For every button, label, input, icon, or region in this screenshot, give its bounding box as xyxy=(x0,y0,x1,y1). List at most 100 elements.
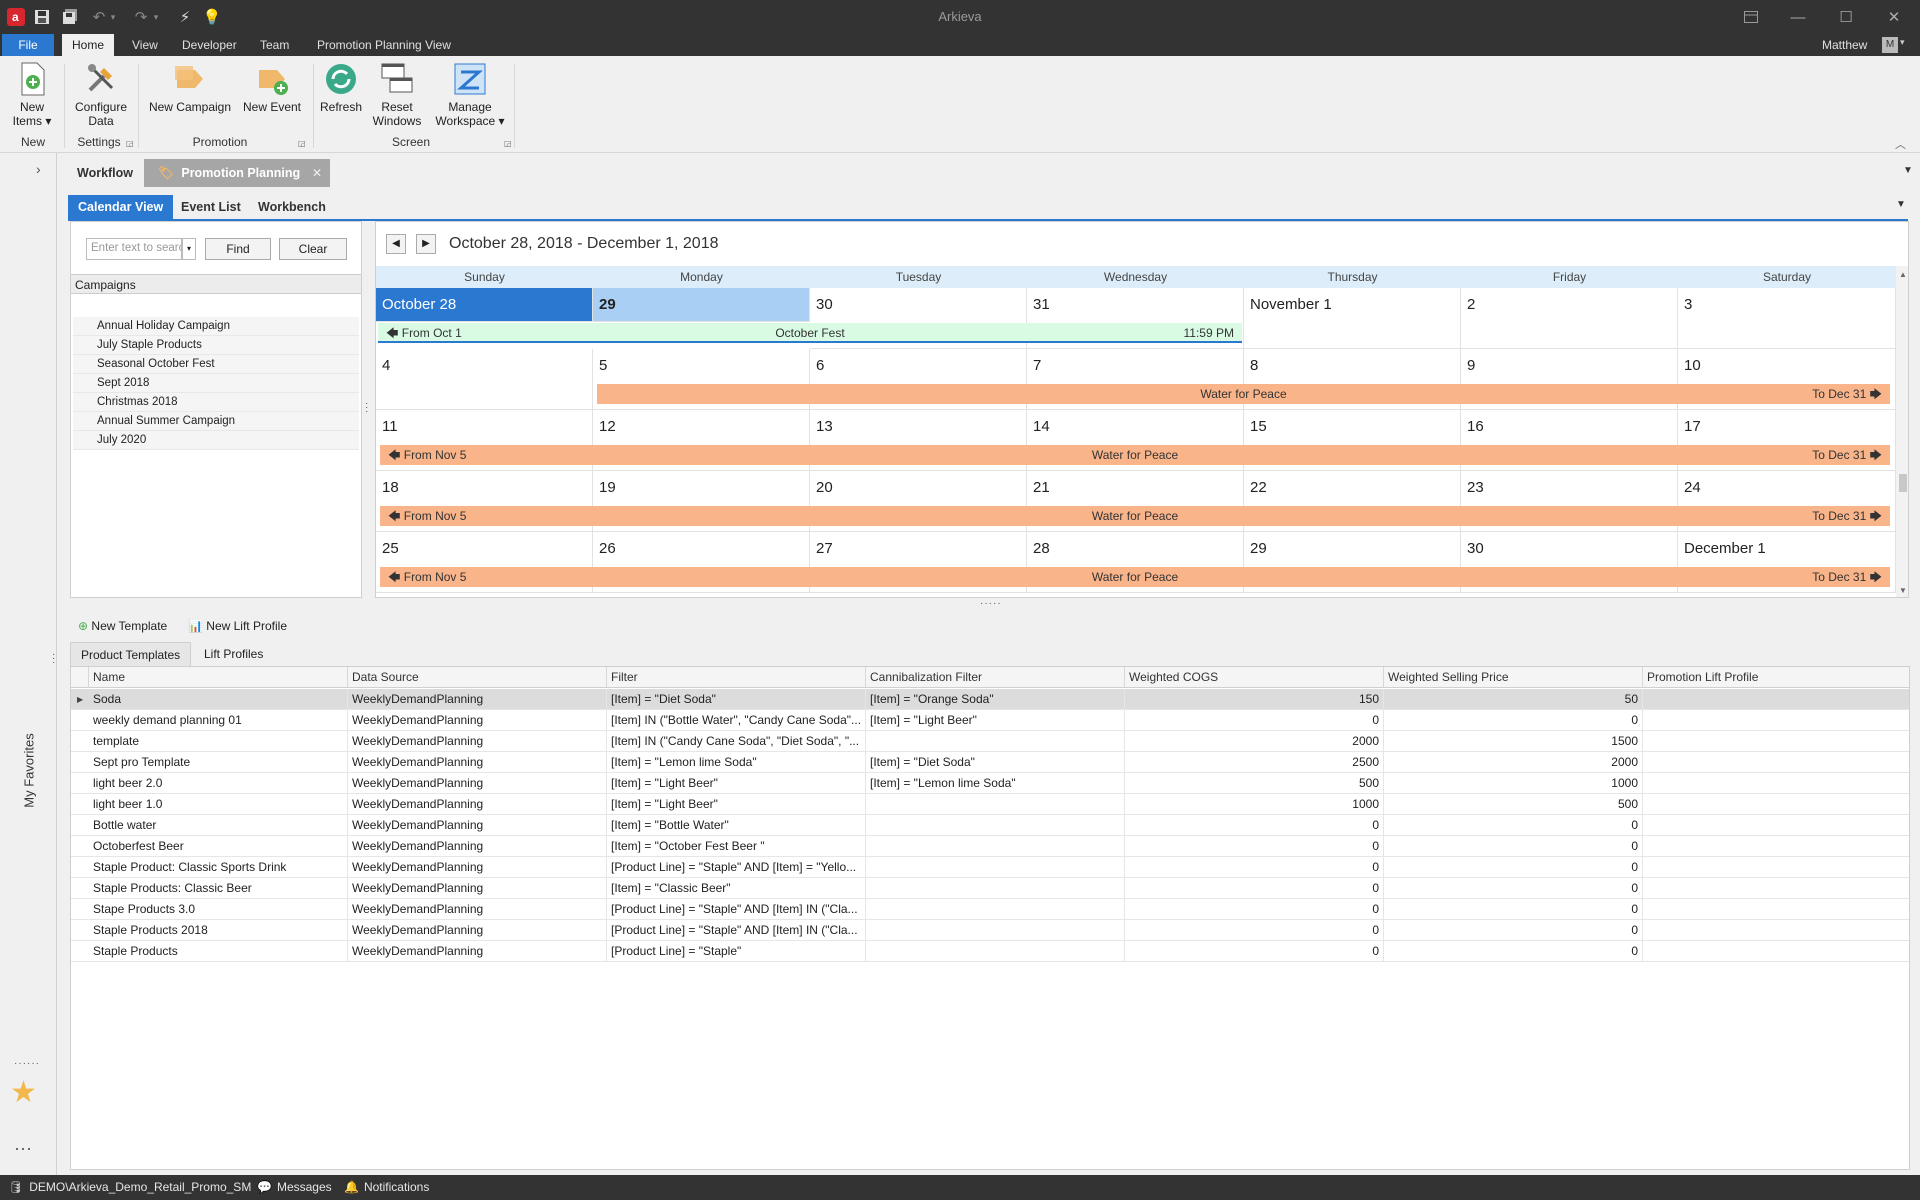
table-cell[interactable]: [Product Line] = "Staple" AND [Item] IN … xyxy=(607,920,866,941)
favorites-label[interactable]: My Favorites xyxy=(21,733,37,808)
column-header-weighted-cogs[interactable]: Weighted COGS xyxy=(1125,667,1384,688)
table-cell[interactable]: Bottle water xyxy=(89,815,348,836)
calendar-day[interactable]: November 1 xyxy=(1244,288,1461,349)
redo-icon[interactable]: ↷ xyxy=(134,9,148,26)
table-cell[interactable] xyxy=(1643,731,1909,752)
table-cell[interactable]: 0 xyxy=(1125,899,1384,920)
table-cell[interactable] xyxy=(866,920,1125,941)
table-row[interactable]: light beer 2.0 WeeklyDemandPlanning [Item]… xyxy=(71,773,1909,794)
bulb-icon[interactable]: 💡 xyxy=(202,9,222,26)
tab-lift-profiles[interactable]: Lift Profiles xyxy=(204,647,264,661)
table-cell[interactable]: WeeklyDemandPlanning xyxy=(348,815,607,836)
table-cell[interactable]: [Item] = "Classic Beer" xyxy=(607,878,866,899)
table-cell[interactable]: WeeklyDemandPlanning xyxy=(348,794,607,815)
table-cell[interactable] xyxy=(1643,941,1909,962)
table-cell[interactable]: 50 xyxy=(1384,689,1643,710)
table-cell[interactable]: 2000 xyxy=(1125,731,1384,752)
tab-workbench[interactable]: Workbench xyxy=(258,200,326,214)
table-cell[interactable]: 0 xyxy=(1384,878,1643,899)
column-header-weighted-selling-price[interactable]: Weighted Selling Price xyxy=(1384,667,1643,688)
notifications-status[interactable]: 🔔 Notifications xyxy=(344,1175,429,1200)
table-cell[interactable]: 500 xyxy=(1384,794,1643,815)
table-cell[interactable]: WeeklyDemandPlanning xyxy=(348,710,607,731)
table-cell[interactable]: 2000 xyxy=(1384,752,1643,773)
table-cell[interactable]: 0 xyxy=(1125,815,1384,836)
table-cell[interactable]: 0 xyxy=(1384,941,1643,962)
table-cell[interactable]: [Item] = "Lemon lime Soda" xyxy=(607,752,866,773)
manage-workspace-button[interactable]: Manage Workspace ▾ xyxy=(430,60,510,128)
table-cell[interactable]: Staple Products 2018 xyxy=(89,920,348,941)
table-cell[interactable]: 0 xyxy=(1125,920,1384,941)
list-item[interactable]: Annual Holiday Campaign xyxy=(73,317,359,336)
table-cell[interactable]: Soda xyxy=(89,689,348,710)
table-cell[interactable] xyxy=(1643,710,1909,731)
user-name[interactable]: Matthew xyxy=(1822,38,1868,52)
table-cell[interactable]: [Item] = "Diet Soda" xyxy=(866,752,1125,773)
column-header-cannibalization-filter[interactable]: Cannibalization Filter xyxy=(866,667,1125,688)
table-cell[interactable]: [Product Line] = "Staple" AND [Item] IN … xyxy=(607,899,866,920)
new-event-button[interactable]: New Event xyxy=(240,60,304,114)
table-cell[interactable] xyxy=(866,857,1125,878)
list-item[interactable]: Annual Summer Campaign xyxy=(73,412,359,431)
table-cell[interactable] xyxy=(1643,878,1909,899)
table-cell[interactable]: Stape Products 3.0 xyxy=(89,899,348,920)
table-cell[interactable]: light beer 1.0 xyxy=(89,794,348,815)
user-avatar[interactable]: M xyxy=(1882,37,1898,53)
table-cell[interactable]: WeeklyDemandPlanning xyxy=(348,731,607,752)
table-cell[interactable]: Staple Products xyxy=(89,941,348,962)
table-cell[interactable] xyxy=(1643,857,1909,878)
table-cell[interactable] xyxy=(866,815,1125,836)
tab-promotion-planning-view[interactable]: Promotion Planning View xyxy=(317,38,451,52)
vertical-scrollbar[interactable]: ▲ ▼ xyxy=(1896,266,1908,597)
dialog-launcher-icon[interactable]: ◲ xyxy=(504,139,512,148)
table-cell[interactable]: [Item] = "Light Beer" xyxy=(607,794,866,815)
app-logo-icon[interactable]: a xyxy=(5,6,27,28)
table-cell[interactable] xyxy=(866,836,1125,857)
calendar-day[interactable]: 29 xyxy=(593,288,810,322)
new-template-button[interactable]: ⊕ New Template xyxy=(78,619,168,633)
table-row[interactable]: light beer 1.0 WeeklyDemandPlanning [Item]… xyxy=(71,794,1909,815)
table-cell[interactable]: Staple Product: Classic Sports Drink xyxy=(89,857,348,878)
reset-windows-button[interactable]: Reset Windows xyxy=(370,60,424,128)
table-cell[interactable]: 0 xyxy=(1384,836,1643,857)
table-cell[interactable]: Staple Products: Classic Beer xyxy=(89,878,348,899)
chevron-down-icon[interactable]: ▼ xyxy=(1896,199,1906,210)
drag-handle-icon[interactable]: · · · xyxy=(52,649,56,668)
table-cell[interactable]: WeeklyDemandPlanning xyxy=(348,752,607,773)
close-tab-icon[interactable]: ✕ xyxy=(312,166,323,180)
table-row[interactable]: Staple Products WeeklyDemandPlanning [Prod… xyxy=(71,941,1909,962)
next-button[interactable]: ▶ xyxy=(416,234,436,254)
table-cell[interactable]: [Item] IN ("Bottle Water", "Candy Cane S… xyxy=(607,710,866,731)
table-cell[interactable]: [Item] = "October Fest Beer " xyxy=(607,836,866,857)
close-button[interactable]: ✕ xyxy=(1887,9,1901,26)
table-cell[interactable]: 2500 xyxy=(1125,752,1384,773)
table-cell[interactable]: WeeklyDemandPlanning xyxy=(348,836,607,857)
table-cell[interactable]: 0 xyxy=(1125,836,1384,857)
table-cell[interactable] xyxy=(866,794,1125,815)
configure-data-button[interactable]: Configure Data xyxy=(70,60,132,128)
clear-button[interactable]: Clear xyxy=(279,238,347,260)
dropdown-icon[interactable]: ▾ xyxy=(153,11,159,22)
table-cell[interactable] xyxy=(1643,794,1909,815)
table-cell[interactable]: light beer 2.0 xyxy=(89,773,348,794)
tab-calendar-view[interactable]: Calendar View xyxy=(68,195,174,219)
calendar-day[interactable]: 4 xyxy=(376,349,593,410)
table-row[interactable]: Sept pro Template WeeklyDemandPlanning [It… xyxy=(71,752,1909,773)
table-cell[interactable]: 1000 xyxy=(1384,773,1643,794)
tab-promotion-planning[interactable]: 🏷 Promotion Planning ✕ xyxy=(144,159,331,187)
dialog-launcher-icon[interactable]: ◲ xyxy=(126,139,134,148)
table-cell[interactable]: 0 xyxy=(1125,857,1384,878)
drag-handle-icon[interactable]: ······ xyxy=(14,1058,40,1069)
table-cell[interactable]: WeeklyDemandPlanning xyxy=(348,857,607,878)
table-cell[interactable] xyxy=(1643,689,1909,710)
tab-event-list[interactable]: Event List xyxy=(181,200,241,214)
table-cell[interactable]: WeeklyDemandPlanning xyxy=(348,899,607,920)
table-row[interactable]: Staple Products 2018 WeeklyDemandPlanning… xyxy=(71,920,1909,941)
new-items-button[interactable]: New Items ▾ xyxy=(6,60,58,128)
column-header-name[interactable]: Name xyxy=(89,667,348,688)
table-cell[interactable]: [Item] = "Light Beer" xyxy=(607,773,866,794)
chevron-down-icon[interactable]: ▼ xyxy=(1903,165,1913,176)
table-row[interactable]: Stape Products 3.0 WeeklyDemandPlanning [P… xyxy=(71,899,1909,920)
table-cell[interactable]: weekly demand planning 01 xyxy=(89,710,348,731)
table-cell[interactable]: 0 xyxy=(1125,710,1384,731)
